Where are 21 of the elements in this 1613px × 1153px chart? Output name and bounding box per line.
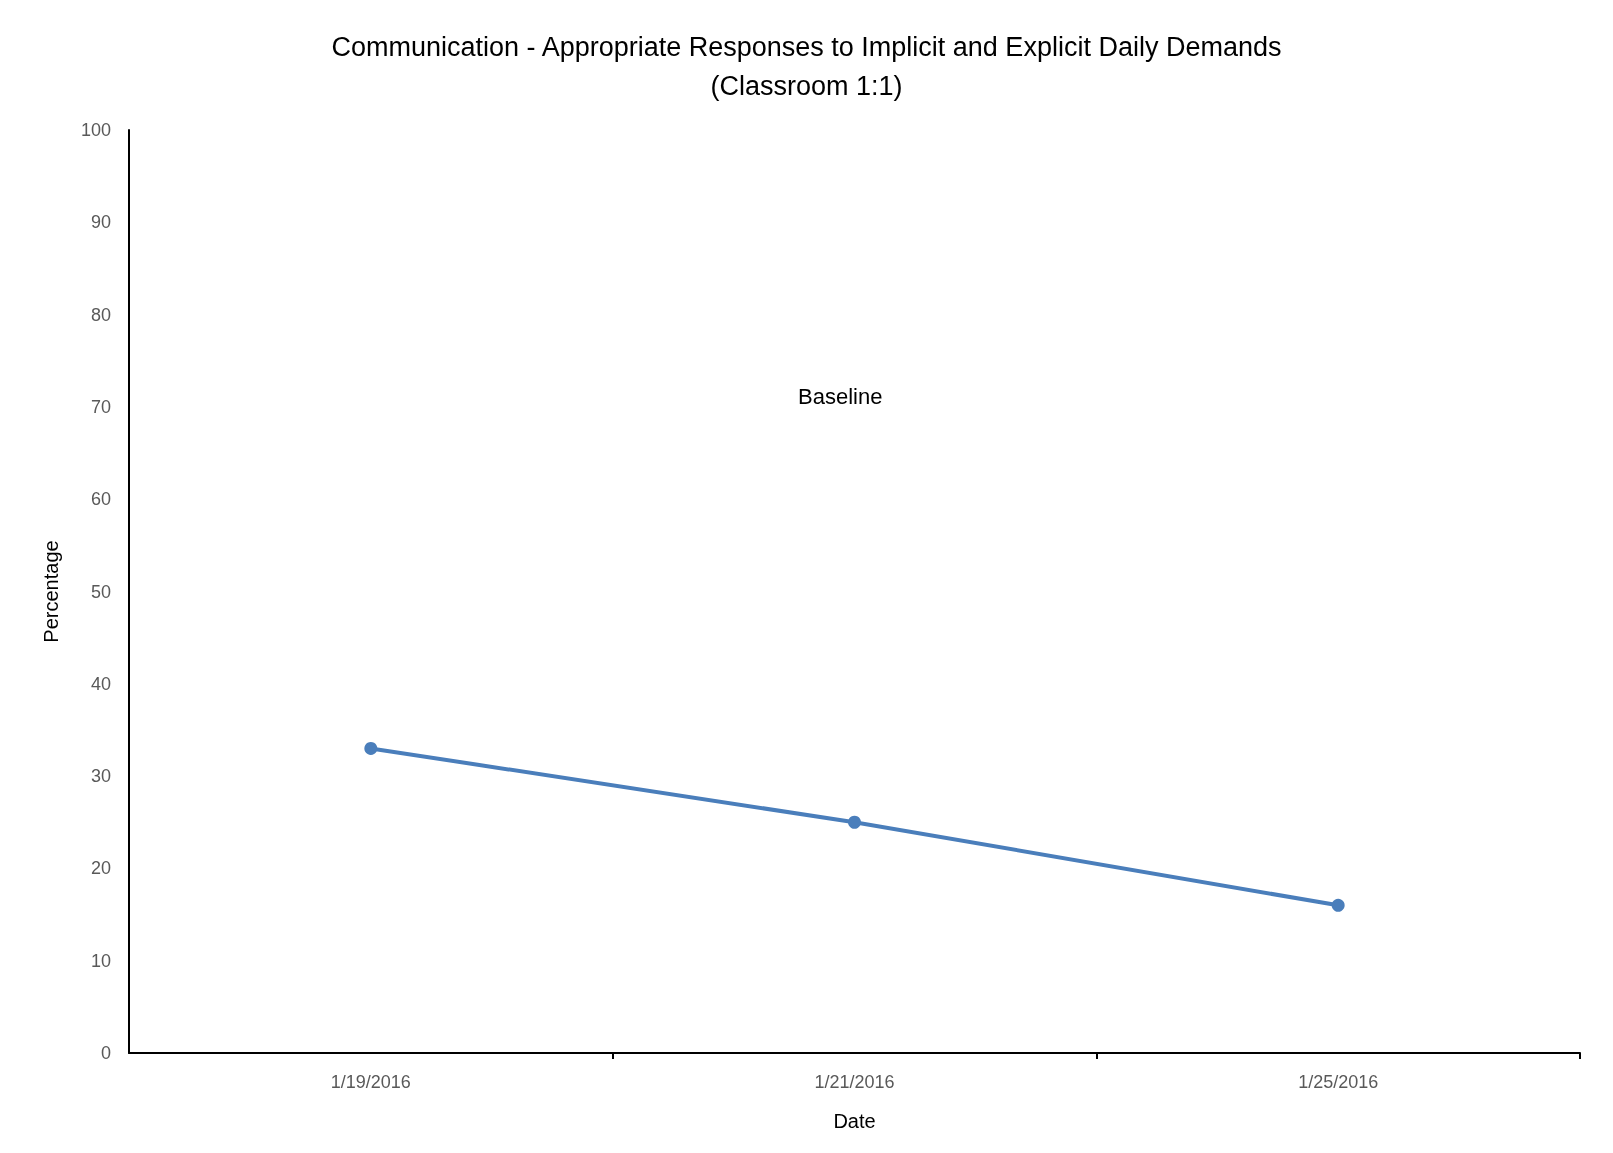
x-tick-label: 1/25/2016 <box>1298 1072 1379 1092</box>
x-tick-label: 1/19/2016 <box>330 1072 411 1092</box>
y-tick-label: 70 <box>90 396 111 417</box>
annotation: Baseline <box>798 383 883 409</box>
y-tick-label: 20 <box>90 858 111 879</box>
y-tick-label: 50 <box>90 581 111 602</box>
point <box>848 815 861 829</box>
y-tick-label: 10 <box>90 950 111 971</box>
y-tick-label: 100 <box>80 120 111 140</box>
point <box>1331 898 1345 912</box>
y-tick-label: 60 <box>90 489 111 510</box>
x-tick-label: 1/21/2016 <box>814 1072 895 1092</box>
y-tick-label: 0 <box>100 1043 111 1063</box>
y-tick-label: 30 <box>90 766 111 787</box>
y-tick-label: 40 <box>90 673 111 694</box>
point <box>364 741 378 755</box>
chart-title: Communication - Appropriate Responses to Implicit and Explicit Daily Demands (Classroom 1:1) <box>331 31 1282 101</box>
y-tick-label: 80 <box>90 304 111 325</box>
y-tick-label: 90 <box>90 212 111 233</box>
y-axis-title: Percentage <box>40 540 62 643</box>
x-axis-title: Date <box>833 1110 876 1132</box>
